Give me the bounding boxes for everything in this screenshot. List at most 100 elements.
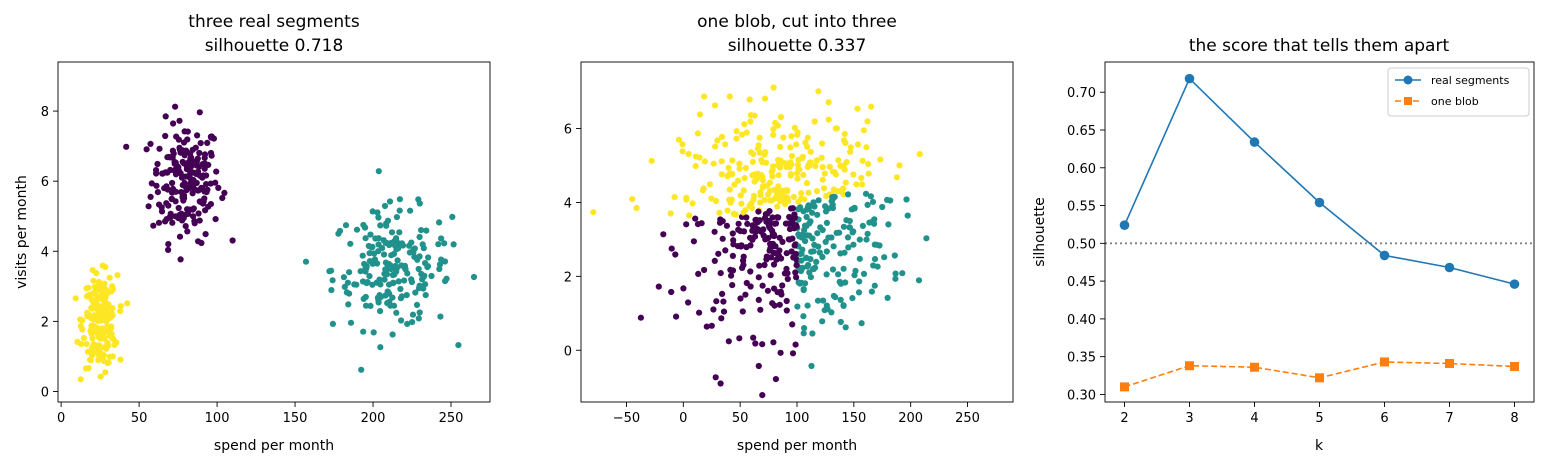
scatter-points [72,103,478,383]
data-point [858,174,865,182]
data-point [740,257,747,264]
data-point [771,285,778,292]
data-point [792,269,799,276]
data-point [435,241,442,248]
data-point [742,164,750,172]
data-point [735,177,742,184]
data-point [739,264,746,271]
data-point [377,281,384,288]
data-point [95,333,102,341]
data-point [94,342,101,349]
data-point [185,159,192,166]
data-point [341,283,348,290]
data-point [755,296,762,303]
data-point [860,270,868,277]
data-point [165,153,172,161]
data-point [713,298,720,305]
data-point [862,190,870,197]
data-point [145,203,152,210]
data-point [360,221,367,229]
data-point [791,242,798,249]
data-point [360,295,367,302]
data-point [188,154,195,161]
data-point [856,236,863,243]
x-tick-label: 50 [131,411,148,426]
data-point [720,298,727,305]
data-point [388,229,396,236]
data-point [717,270,724,277]
data-point [660,231,667,238]
data-point [390,302,398,309]
data-point [393,309,400,316]
data-point [683,221,690,228]
data-point [395,278,402,285]
data-point [736,165,743,172]
data-point [760,226,767,233]
data-point [329,277,336,284]
data-point [710,306,717,313]
data-point [776,164,784,171]
data-point [184,228,191,235]
data-point [851,205,858,212]
data-point [726,186,733,193]
data-point [892,275,899,282]
data-point [221,189,228,196]
data-point [162,132,169,140]
data-point [826,163,833,170]
x-tick-label: 0 [57,411,65,426]
data-point [698,220,705,227]
data-point [777,143,784,151]
data-point [809,209,816,216]
data-point [347,319,355,326]
data-point [768,197,775,204]
data-point [794,161,802,168]
x-tick-label: 50 [732,411,749,426]
data-point [795,198,802,205]
data-point [78,340,85,347]
data-point [816,249,823,256]
data-point [865,160,872,167]
data-point [123,143,130,150]
data-point [856,278,863,285]
data-point [814,230,821,237]
data-point [92,299,99,306]
data-point [163,200,170,207]
data-point [805,202,812,209]
data-point [822,203,829,210]
data-point [812,264,819,271]
data-point [194,155,201,162]
data-point [719,290,726,297]
data-point [113,339,120,346]
data-point [389,331,396,338]
data-point [386,298,393,305]
data-point [147,193,154,200]
data-point [840,185,847,192]
data-point [852,267,859,274]
data-point [686,212,693,219]
data-point [828,234,835,241]
data-point [833,229,840,236]
data-point [169,179,176,187]
data-point [807,274,815,281]
data-point [836,278,843,285]
data-point [673,313,680,320]
data-point [384,217,392,224]
series-marker [1119,220,1130,230]
data-point [837,296,844,303]
data-point [90,316,97,323]
data-point [450,241,457,248]
data-point [770,231,778,238]
data-point [629,196,636,203]
legend-box [1387,67,1530,117]
data-point [795,231,802,238]
data-point [896,162,903,169]
data-point [734,243,742,250]
data-point [329,320,336,327]
data-point [835,271,842,278]
data-point [679,141,686,148]
data-point [789,321,796,328]
data-point [714,137,721,144]
data-point [830,168,837,175]
data-point [196,217,203,224]
x-tick-label: 5 [1315,411,1323,426]
